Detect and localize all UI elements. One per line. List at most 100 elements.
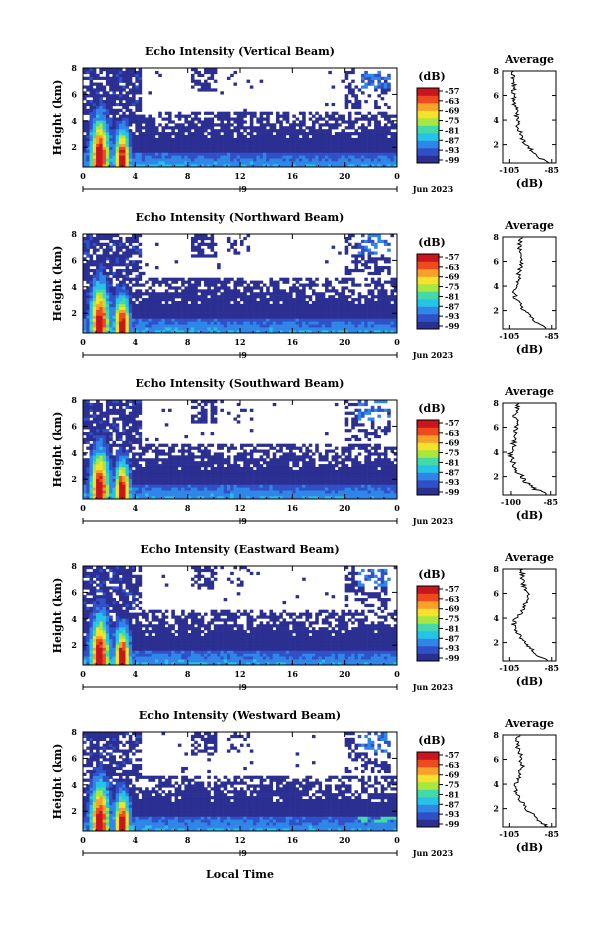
heatmap-cell	[125, 266, 130, 270]
heatmap-cell	[118, 164, 123, 168]
heatmap-cell	[102, 295, 107, 299]
heatmap-cell	[338, 303, 342, 308]
heatmap-cell	[194, 481, 198, 485]
heatmap-cell	[154, 129, 159, 133]
heatmap-cell	[367, 271, 372, 276]
heatmap-cell	[279, 161, 283, 165]
heatmap-cell	[83, 266, 87, 270]
heatmap-cell	[364, 126, 368, 130]
heatmap-cell	[141, 490, 146, 494]
heatmap-cell	[272, 158, 277, 162]
heatmap-cell	[122, 318, 126, 322]
heatmap-cell	[275, 309, 280, 313]
heatmap-cell	[311, 283, 316, 287]
heatmap-cell	[321, 152, 326, 156]
heatmap-cell	[109, 286, 113, 290]
heatmap-cell	[318, 140, 323, 144]
heatmap-cell	[341, 327, 345, 331]
heatmap-cell	[118, 327, 123, 331]
heatmap-cell	[102, 458, 107, 462]
heatmap-cell	[181, 129, 185, 133]
heatmap-cell	[132, 458, 136, 462]
heatmap-cell	[115, 263, 120, 267]
heatmap-cell	[190, 493, 195, 497]
heatmap-cell	[204, 129, 208, 133]
heatmap-cell	[305, 300, 309, 305]
heatmap-cell	[210, 254, 215, 258]
heatmap-cell	[161, 303, 166, 308]
heatmap-cell	[115, 298, 120, 302]
heatmap-cell	[194, 236, 198, 241]
heatmap-cell	[305, 330, 309, 334]
heatmap-cell	[125, 327, 130, 331]
heatmap-cell	[112, 271, 117, 276]
heatmap-cell	[99, 443, 103, 447]
heatmap-cell	[109, 458, 113, 462]
heatmap-cell	[289, 327, 293, 331]
heatmap-cell	[102, 493, 107, 497]
heatmap-cell	[168, 126, 172, 130]
heatmap-cell	[177, 469, 182, 474]
heatmap-cell	[151, 324, 156, 328]
heatmap-cell	[145, 146, 149, 150]
heatmap-cell	[92, 481, 97, 485]
heatmap-cell	[174, 306, 179, 310]
heatmap-cell	[249, 330, 254, 334]
heatmap-cell	[145, 152, 149, 156]
heatmap-cell	[109, 455, 113, 459]
heatmap-cell	[305, 149, 309, 153]
heatmap-cell	[269, 126, 274, 130]
heatmap-cell	[298, 327, 303, 331]
heatmap-cell	[99, 100, 103, 104]
heatmap-cell	[96, 458, 100, 462]
heatmap-cell	[374, 234, 378, 238]
heatmap-cell	[387, 330, 391, 334]
heatmap-cell	[351, 79, 355, 83]
heatmap-cell	[161, 481, 166, 485]
heatmap-cell	[387, 248, 391, 252]
heatmap-cell	[210, 245, 215, 249]
heatmap-cell	[351, 140, 355, 144]
heatmap-cell	[383, 306, 388, 310]
heatmap-cell	[194, 303, 198, 308]
heatmap-cell	[289, 143, 293, 147]
heatmap-cell	[158, 146, 162, 150]
heatmap-cell	[361, 137, 365, 142]
heatmap-cell	[83, 437, 87, 442]
heatmap-cell	[315, 111, 319, 115]
heatmap-cell	[220, 330, 224, 334]
heatmap-cell	[105, 236, 110, 241]
heatmap-cell	[249, 111, 254, 115]
heatmap-cell	[338, 123, 342, 127]
heatmap-cell	[96, 426, 100, 430]
heatmap-cell	[184, 292, 188, 296]
heatmap-cell	[200, 140, 205, 144]
heatmap-cell	[305, 318, 309, 322]
heatmap-cell	[200, 234, 205, 238]
heatmap-cell	[204, 312, 208, 316]
heatmap-cell	[210, 300, 215, 305]
heatmap-cell	[351, 137, 355, 142]
heatmap-cell	[148, 446, 152, 450]
heatmap-cell	[187, 306, 192, 310]
heatmap-cell	[164, 137, 169, 142]
heatmap-cell	[282, 152, 287, 156]
heatmap-cell	[89, 79, 94, 83]
heatmap-cell	[181, 455, 185, 459]
heatmap-cell	[102, 242, 107, 246]
heatmap-cell	[174, 152, 179, 156]
heatmap-cell	[230, 143, 234, 147]
heatmap-cell	[105, 245, 110, 249]
heatmap-cell	[109, 481, 113, 485]
heatmap-cell	[154, 455, 159, 459]
heatmap-cell	[233, 286, 238, 290]
heatmap-cell	[164, 458, 169, 462]
x-tick-label: 0	[394, 171, 400, 181]
heatmap-cell	[393, 283, 398, 287]
heatmap-cell	[151, 129, 156, 133]
heatmap-cell	[295, 140, 300, 144]
heatmap-cell	[253, 134, 257, 139]
heatmap-cell	[380, 306, 385, 310]
heatmap-cell	[204, 149, 208, 153]
heatmap-cell	[99, 466, 103, 471]
